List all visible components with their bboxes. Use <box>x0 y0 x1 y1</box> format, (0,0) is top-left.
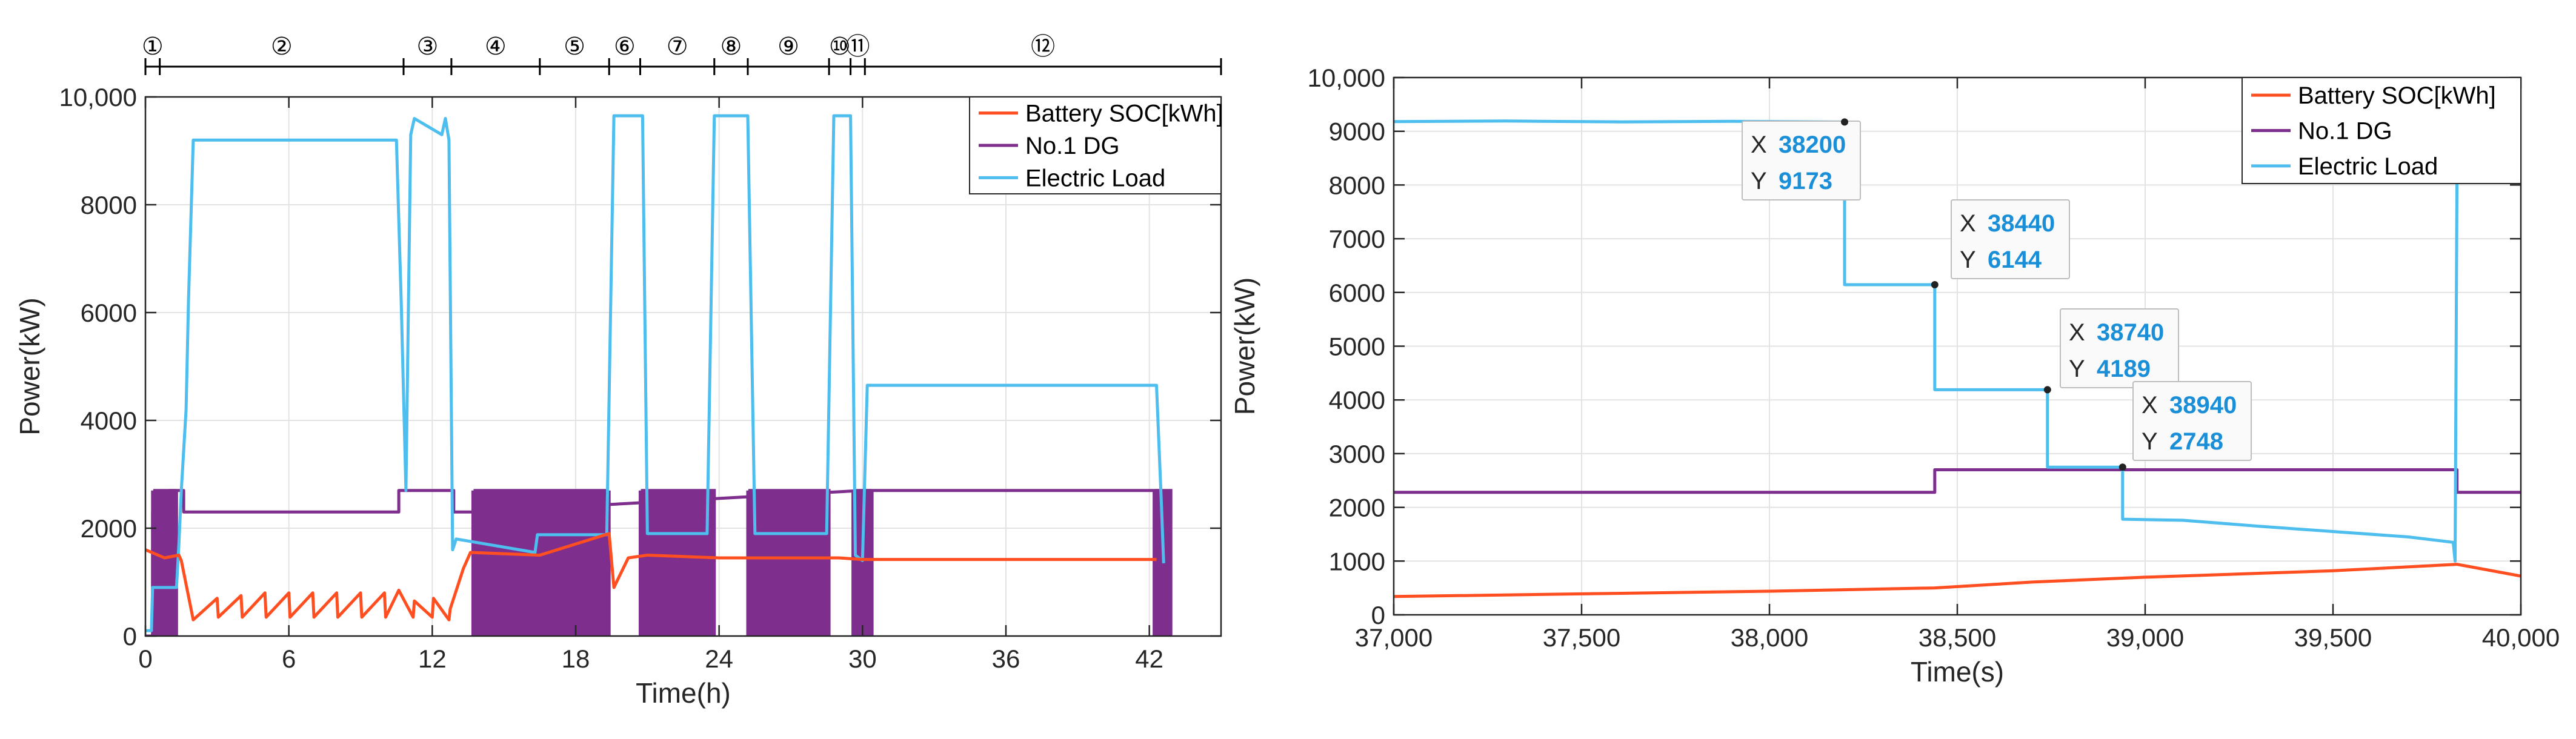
datatip-y-value: 6144 <box>1988 247 2042 273</box>
axes-box-left <box>144 96 1222 637</box>
legend-left: Battery SOC[kWh] No.1 DG Electric Load <box>969 96 1223 194</box>
series-line-no-1-dg <box>1394 468 2521 494</box>
legend-label: Electric Load <box>2298 153 2438 180</box>
legend-label: Electric Load <box>1025 165 1165 191</box>
y-tick-label: 8000 <box>1329 171 1385 199</box>
x-tick-label: 39,000 <box>2106 623 2184 652</box>
x-tick-label: 40,000 <box>2482 623 2560 652</box>
segment-label: ⑤ <box>564 33 585 60</box>
dg-oscillation-fill <box>473 490 610 636</box>
y-tick-label: 4000 <box>1329 386 1385 414</box>
x-tick-label: 18 <box>562 645 590 673</box>
dg-oscillation-fill <box>152 490 177 636</box>
x-tick-label: 6 <box>282 645 296 673</box>
y-tick-label: 5000 <box>1329 333 1385 361</box>
datatip-marker <box>1931 281 1939 289</box>
datatip: X 38440 Y 6144 <box>1931 199 2070 289</box>
segment-label: ⑥ <box>614 33 636 60</box>
datatip-y-label: Y <box>2069 356 2085 382</box>
segment-label: ⑫ <box>1031 33 1055 60</box>
segment-label: ⑩ <box>829 33 851 60</box>
segment-label: ⑧ <box>720 33 742 60</box>
y-tick-label: 2000 <box>81 514 137 543</box>
x-tick-label: 37,500 <box>1543 623 1620 652</box>
datatip-x-value: 38440 <box>1988 210 2055 237</box>
y-tick-label: 0 <box>1371 601 1385 629</box>
legend-label: No.1 DG <box>2298 118 2392 145</box>
legend-label: Battery SOC[kWh] <box>1025 101 1223 127</box>
datatip-marker <box>2118 463 2126 471</box>
datatip-box <box>2060 308 2179 388</box>
segment-label: ④ <box>485 33 507 60</box>
x-tick-label: 36 <box>992 645 1020 673</box>
chart-right: 37,000 37,500 38,000 38,500 39,000 39,500 40,0… <box>1229 64 2560 688</box>
datatip-box <box>1742 121 1861 200</box>
x-tick-label: 12 <box>418 645 447 673</box>
datatip-y-value: 9173 <box>1779 168 1832 194</box>
chart-left: 0 6 12 18 24 30 36 42 0 2000 4000 6000 8000 10,000 Tim… <box>14 33 1223 709</box>
legend-label: Battery SOC[kWh] <box>2298 82 2496 109</box>
x-axis-label: Time(h) <box>636 677 731 709</box>
y-tick-label: 8000 <box>81 191 137 219</box>
segment-label: ② <box>271 33 293 60</box>
series-group-left <box>145 114 1173 636</box>
datatip: X 38740 Y 4189 <box>2043 308 2179 394</box>
series-line-no-1-dg <box>145 489 1171 636</box>
x-tick-label: 38,000 <box>1731 623 1808 652</box>
x-tick-label: 24 <box>705 645 733 673</box>
segment-label: ① <box>142 33 164 60</box>
datatip-marker <box>1841 118 1848 126</box>
x-tick-label: 38,500 <box>1919 623 1996 652</box>
datatip-y-label: Y <box>1960 247 1976 273</box>
datatip-x-label: X <box>2069 319 2085 346</box>
dg-oscillation-fill <box>640 490 714 636</box>
y-tick-label: 6000 <box>81 299 137 327</box>
y-tick-label: 4000 <box>81 406 137 435</box>
datatip-y-label: Y <box>2142 428 2158 455</box>
datatip-y-value: 2748 <box>2169 428 2223 455</box>
datatip-marker <box>2043 386 2051 394</box>
segment-label: ⑨ <box>777 33 799 60</box>
y-tick-label: 1000 <box>1329 547 1385 575</box>
x-tick-label: 30 <box>848 645 877 673</box>
y-tick-label: 2000 <box>1329 494 1385 522</box>
x-tick-label: 39,500 <box>2294 623 2372 652</box>
segment-label: ⑪ <box>845 33 870 60</box>
x-axis-label: Time(s) <box>1911 656 2004 688</box>
legend-right: Battery SOC[kWh] No.1 DG Electric Load <box>2242 77 2521 184</box>
segment-label: ③ <box>417 33 439 60</box>
datatip: X 38200 Y 9173 <box>1742 118 1861 200</box>
datatip-x-label: X <box>1960 210 1976 237</box>
segment-label: ⑦ <box>667 33 688 60</box>
y-tick-label: 0 <box>123 622 137 651</box>
datatip-box <box>2132 381 2252 461</box>
datatip-x-value: 38200 <box>1779 131 1846 158</box>
dg-oscillation-fill <box>748 490 830 636</box>
datatip-y-value: 4189 <box>2097 356 2151 382</box>
datatip: X 38940 Y 2748 <box>2118 381 2252 471</box>
datatip-x-value: 38740 <box>2097 319 2164 346</box>
series-line-battery-soc-kwh- <box>1394 563 2521 598</box>
datatip-x-value: 38940 <box>2169 392 2237 419</box>
datatip-box <box>1951 199 2070 279</box>
y-tick-label: 9000 <box>1329 118 1385 146</box>
y-tick-label: 7000 <box>1329 225 1385 253</box>
y-tick-label: 6000 <box>1329 279 1385 307</box>
y-tick-label: 10,000 <box>1308 64 1385 92</box>
series-line-battery-soc-kwh- <box>145 532 1157 621</box>
datatip-x-label: X <box>2142 392 2158 419</box>
legend-label: No.1 DG <box>1025 133 1120 159</box>
x-tick-label: 42 <box>1135 645 1163 673</box>
y-axis-label: Power(kW) <box>14 297 45 435</box>
y-tick-label: 10,000 <box>59 83 137 111</box>
x-tick-label: 37,000 <box>1355 623 1433 652</box>
x-tick-label: 0 <box>138 645 152 673</box>
datatip-x-label: X <box>1751 131 1767 158</box>
datatip-y-label: Y <box>1751 168 1767 194</box>
y-axis-label: Power(kW) <box>1229 277 1260 415</box>
y-tick-label: 3000 <box>1329 440 1385 468</box>
